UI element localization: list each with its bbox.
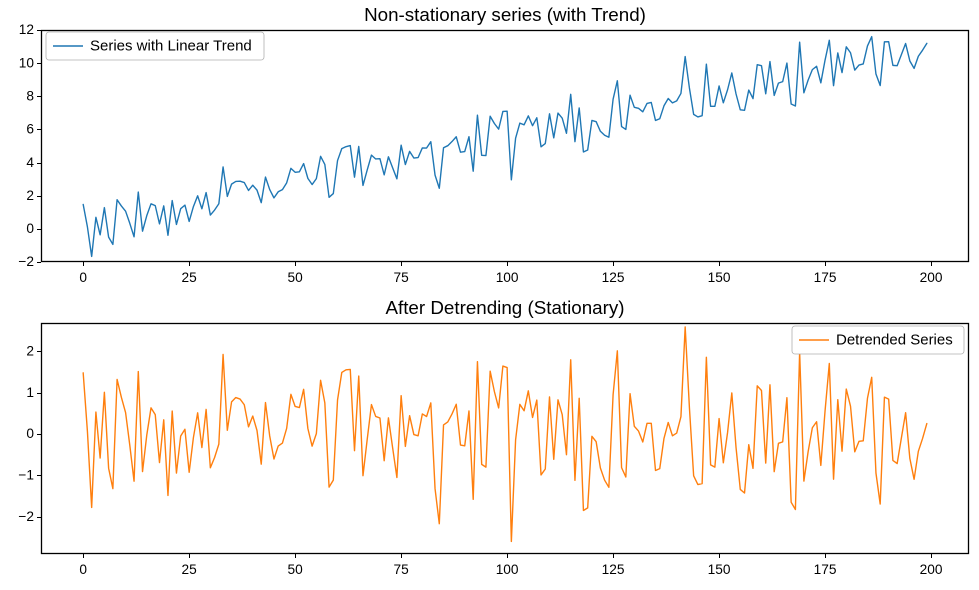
svg-text:0: 0: [26, 221, 34, 236]
svg-text:125: 125: [602, 270, 625, 285]
svg-text:4: 4: [26, 155, 34, 170]
svg-text:50: 50: [288, 270, 304, 285]
svg-text:After Detrending (Stationary): After Detrending (Stationary): [385, 297, 624, 318]
svg-text:0: 0: [79, 270, 87, 285]
svg-text:6: 6: [26, 122, 34, 137]
svg-text:8: 8: [26, 88, 34, 103]
svg-text:10: 10: [19, 55, 35, 70]
svg-text:200: 200: [920, 562, 943, 577]
svg-text:12: 12: [19, 22, 34, 37]
svg-text:25: 25: [182, 270, 198, 285]
svg-text:Detrended Series: Detrended Series: [836, 332, 953, 349]
svg-text:−1: −1: [18, 468, 34, 483]
svg-text:0: 0: [79, 562, 87, 577]
svg-text:75: 75: [394, 270, 410, 285]
svg-text:200: 200: [920, 270, 943, 285]
svg-text:50: 50: [288, 562, 304, 577]
svg-text:2: 2: [26, 188, 34, 203]
svg-text:75: 75: [394, 562, 410, 577]
svg-text:100: 100: [496, 562, 519, 577]
svg-text:150: 150: [708, 562, 731, 577]
svg-text:0: 0: [26, 426, 34, 441]
svg-text:2: 2: [26, 343, 34, 358]
svg-text:Series with Linear Trend: Series with Linear Trend: [90, 38, 252, 55]
svg-text:Non-stationary series (with Tr: Non-stationary series (with Trend): [364, 4, 646, 25]
svg-text:100: 100: [496, 270, 519, 285]
svg-text:175: 175: [814, 562, 837, 577]
svg-text:−2: −2: [18, 254, 34, 269]
svg-text:−2: −2: [18, 509, 34, 524]
svg-text:25: 25: [182, 562, 198, 577]
svg-text:150: 150: [708, 270, 731, 285]
svg-text:175: 175: [814, 270, 837, 285]
svg-text:1: 1: [26, 385, 34, 400]
svg-text:125: 125: [602, 562, 625, 577]
